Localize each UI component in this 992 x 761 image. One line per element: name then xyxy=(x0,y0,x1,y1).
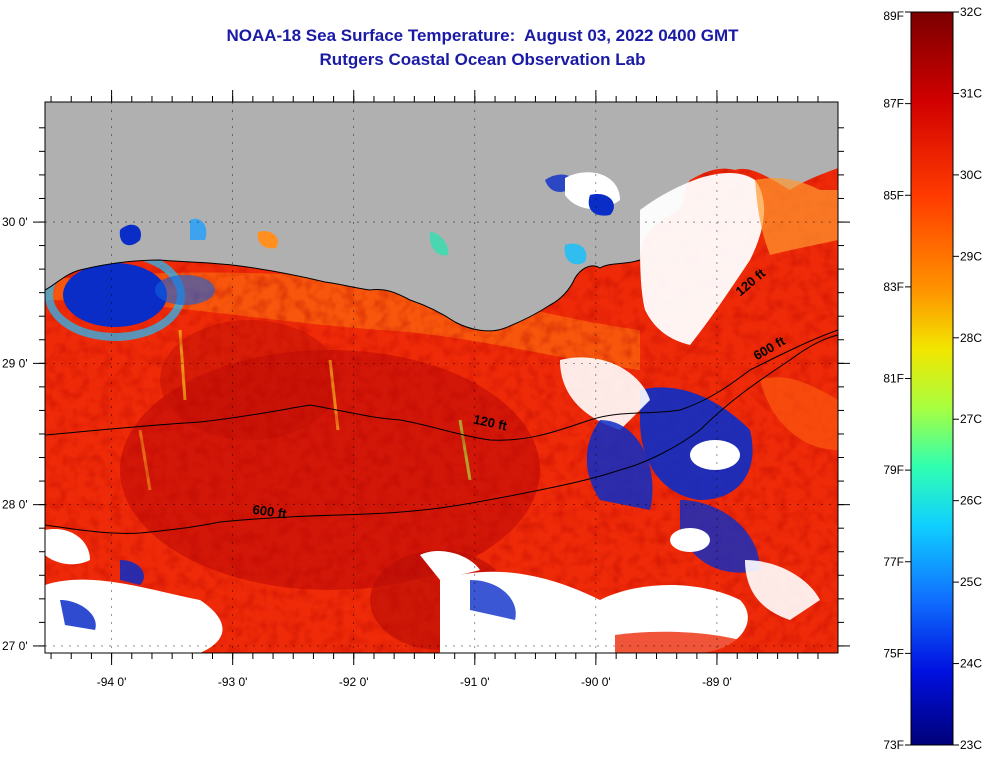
lat-tick-label: 28 0' xyxy=(2,498,28,512)
land-mass xyxy=(45,102,838,331)
fahrenheit-label: 79F xyxy=(883,463,904,477)
depth-contour-label: 600 ft xyxy=(252,502,288,522)
depth-contour-label: 120 ft xyxy=(472,412,509,434)
fahrenheit-label: 81F xyxy=(883,372,904,386)
color-scale-bar xyxy=(910,11,954,746)
cool-water-patch xyxy=(63,263,167,327)
celsius-label: 30C xyxy=(960,168,982,182)
celsius-label: 29C xyxy=(960,249,982,263)
lat-tick-label: 30 0' xyxy=(2,215,28,229)
map-frame xyxy=(44,101,839,654)
celsius-label: 25C xyxy=(960,575,982,589)
cloud-area xyxy=(45,579,223,653)
lon-tick-label: -89 0' xyxy=(702,675,732,689)
coastline xyxy=(45,259,641,332)
celsius-label: 28C xyxy=(960,331,982,345)
fahrenheit-label: 83F xyxy=(883,280,904,294)
isobath-120ft xyxy=(45,329,838,441)
fahrenheit-label: 73F xyxy=(883,738,904,752)
celsius-label: 32C xyxy=(960,5,982,19)
celsius-label: 24C xyxy=(960,657,982,671)
lon-tick-label: -91 0' xyxy=(460,675,490,689)
fahrenheit-label: 75F xyxy=(883,646,904,660)
map-subtitle: Rutgers Coastal Ocean Observation Lab xyxy=(319,50,646,69)
isobath-600ft xyxy=(45,334,838,534)
fahrenheit-label: 85F xyxy=(883,188,904,202)
fahrenheit-label: 89F xyxy=(883,9,904,23)
lat-tick-label: 27 0' xyxy=(2,639,28,653)
lon-tick-label: -90 0' xyxy=(581,675,611,689)
fahrenheit-label: 87F xyxy=(883,97,904,111)
fahrenheit-label: 77F xyxy=(883,555,904,569)
lon-tick-label: -94 0' xyxy=(97,675,127,689)
celsius-label: 27C xyxy=(960,412,982,426)
lon-tick-label: -92 0' xyxy=(339,675,369,689)
celsius-label: 26C xyxy=(960,494,982,508)
lon-tick-label: -93 0' xyxy=(218,675,248,689)
lat-tick-label: 29 0' xyxy=(2,356,28,370)
celsius-label: 23C xyxy=(960,738,982,752)
map-title: NOAA-18 Sea Surface Temperature: August … xyxy=(226,26,739,45)
celsius-label: 31C xyxy=(960,86,982,100)
